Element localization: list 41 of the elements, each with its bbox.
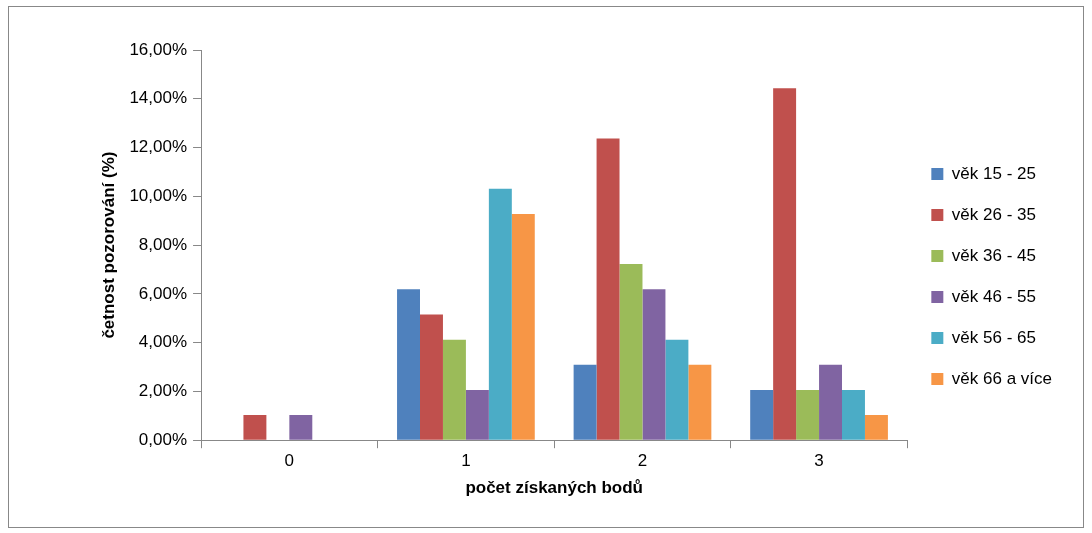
bar — [819, 364, 842, 440]
legend-label: věk 26 - 35 — [951, 204, 1036, 224]
bar — [442, 339, 466, 440]
bar — [488, 188, 512, 440]
y-tick-label: 12,00% — [129, 137, 188, 157]
y-tick-label: 0,00% — [138, 429, 188, 449]
y-tick-label: 10,00% — [129, 186, 188, 206]
bar — [420, 314, 443, 440]
bar — [573, 364, 597, 440]
x-tick-label: 1 — [461, 451, 471, 471]
x-tick-label: 3 — [814, 451, 824, 471]
bar — [864, 415, 888, 440]
bar — [688, 364, 712, 440]
bar — [750, 389, 774, 440]
y-tick-label: 14,00% — [129, 88, 188, 108]
bar — [397, 289, 420, 440]
bar — [243, 415, 267, 440]
bar — [596, 138, 620, 440]
y-tick-label: 2,00% — [138, 381, 188, 401]
legend-label: věk 36 - 45 — [951, 245, 1036, 265]
bar — [289, 415, 313, 440]
bar — [511, 213, 535, 440]
bar — [465, 389, 489, 440]
y-tick-label: 16,00% — [129, 39, 188, 59]
x-axis-title: počet získaných bodů — [465, 478, 643, 498]
x-tick-label: 2 — [637, 451, 648, 471]
y-axis-title: četnost pozorování (%) — [98, 151, 118, 339]
bar — [665, 339, 689, 440]
y-tick-label: 6,00% — [138, 283, 188, 303]
legend-label: věk 56 - 65 — [951, 327, 1036, 347]
bar — [773, 88, 797, 440]
legend-label: věk 66 a více — [951, 368, 1053, 388]
y-tick-label: 8,00% — [138, 234, 188, 254]
y-tick-label: 4,00% — [138, 332, 188, 352]
legend-label: věk 46 - 55 — [951, 286, 1036, 306]
bar — [796, 389, 820, 440]
x-tick-label: 0 — [284, 451, 295, 471]
bar — [842, 389, 865, 440]
bar — [619, 264, 643, 440]
bar — [642, 289, 666, 440]
legend-label: věk 15 - 25 — [951, 163, 1036, 183]
